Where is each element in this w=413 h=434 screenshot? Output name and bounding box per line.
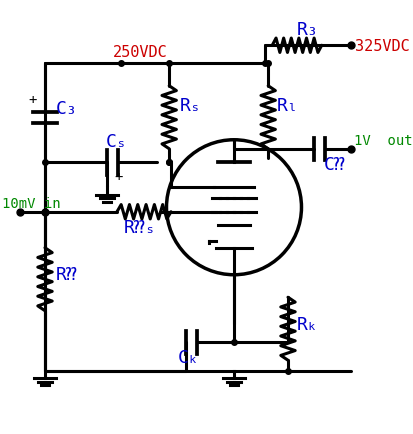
- Text: 10mV in: 10mV in: [2, 197, 60, 211]
- Text: Rₖ: Rₖ: [296, 315, 318, 333]
- Text: +: +: [114, 170, 122, 184]
- Text: Rₛ: Rₛ: [180, 97, 201, 115]
- Text: R⁇: R⁇: [56, 266, 77, 283]
- Text: R⁇ₛ: R⁇ₛ: [124, 218, 157, 236]
- Text: R₃: R₃: [296, 21, 318, 39]
- Text: Cₛ: Cₛ: [105, 133, 127, 151]
- Text: C⁇: C⁇: [323, 155, 345, 173]
- Text: 1V  out: 1V out: [353, 134, 411, 148]
- Text: Cₖ: Cₖ: [178, 348, 199, 366]
- Text: Rₗ: Rₗ: [277, 97, 298, 115]
- Text: C₃: C₃: [56, 99, 77, 118]
- Text: +: +: [29, 92, 37, 107]
- Text: 250VDC: 250VDC: [112, 45, 167, 60]
- Text: 325VDC: 325VDC: [355, 39, 409, 54]
